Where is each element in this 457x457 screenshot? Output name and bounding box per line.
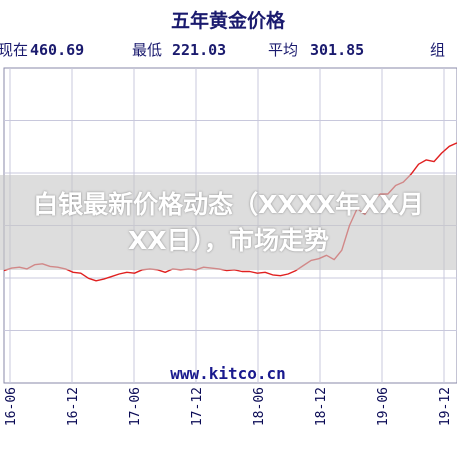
stats-row: 现在 460.69 最低 221.03 平均 301.85 组 xyxy=(0,41,445,59)
stat-extra-label: 组 xyxy=(430,41,445,59)
watermark: www.kitco.cn xyxy=(170,364,286,383)
stat-current-value: 460.69 xyxy=(30,41,84,59)
headline-banner: 白银最新价格动态（XXXX年XX月XX日），市场走势 xyxy=(0,175,457,270)
x-tick-label: 17-06 xyxy=(128,387,143,426)
x-tick-label: 19-12 xyxy=(438,387,453,426)
stat-avg-value: 301.85 xyxy=(310,41,364,59)
headline-text: 白银最新价格动态（XXXX年XX月XX日），市场走势 xyxy=(33,189,424,255)
x-tick-label: 17-12 xyxy=(190,387,205,426)
stat-avg-label: 平均 xyxy=(268,41,298,59)
stat-current-label: 现在 xyxy=(0,41,28,59)
x-tick-label: 16-12 xyxy=(66,387,81,426)
stat-min-value: 221.03 xyxy=(172,41,226,59)
x-tick-label: 18-06 xyxy=(252,387,267,426)
x-axis-ticks: 16-06 16-12 17-06 17-12 18-06 18-12 19-06 19-12 xyxy=(4,387,453,426)
stat-min-label: 最低 xyxy=(132,41,162,59)
x-tick-label: 18-12 xyxy=(314,387,329,426)
x-tick-label: 19-06 xyxy=(376,387,391,426)
chart-title: 五年黄金价格 xyxy=(171,9,286,32)
x-tick-label: 16-06 xyxy=(4,387,19,426)
